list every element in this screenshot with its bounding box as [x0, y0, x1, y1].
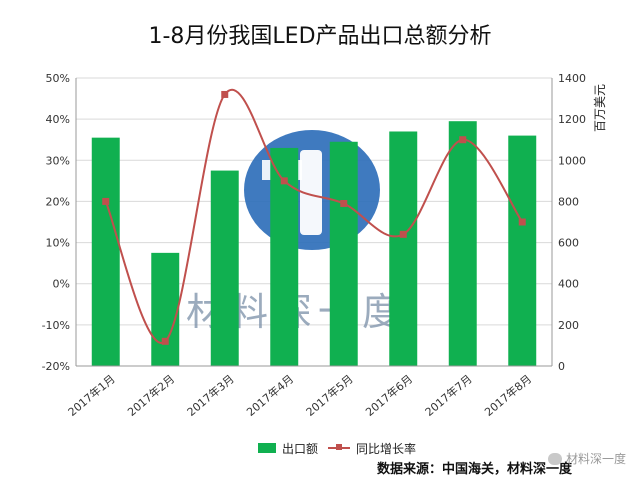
- growth-rate-point: [518, 218, 526, 226]
- legend: 出口额 同比增长率: [258, 440, 420, 456]
- y-right-tick-label: 400: [558, 278, 579, 291]
- y-right-tick-label: 200: [558, 319, 579, 332]
- y-left-tick-label: 30%: [46, 154, 70, 167]
- y-right-tick-label: 800: [558, 195, 579, 208]
- y-left-tick-label: -10%: [42, 319, 70, 332]
- x-tick-label: 2017年5月: [303, 372, 356, 419]
- growth-rate-point: [280, 177, 288, 185]
- bar: [91, 137, 120, 366]
- x-tick-label: 2017年6月: [363, 372, 416, 419]
- legend-line-label: 同比增长率: [356, 441, 417, 456]
- data-source-note: 数据来源：中国海关，材料深一度: [376, 462, 572, 477]
- corner-watermark: 材料深一度: [547, 450, 626, 467]
- x-tick-label: 2017年1月: [65, 372, 118, 419]
- bar: [210, 170, 239, 366]
- y-right-tick-label: 600: [558, 237, 579, 250]
- y-right-tick-label: 0: [558, 360, 565, 373]
- bar: [448, 121, 477, 366]
- y-right-tick-label: 1200: [558, 113, 586, 126]
- growth-rate-point: [399, 230, 407, 238]
- logo-mark: [300, 150, 322, 235]
- growth-rate-point: [102, 197, 110, 205]
- y-left-tick-label: 50%: [46, 72, 70, 85]
- x-tick-label: 2017年3月: [184, 372, 237, 419]
- bar: [151, 252, 180, 366]
- chart-title: 1-8月份我国LED产品出口总额分析: [148, 24, 492, 49]
- line-layer: [102, 89, 526, 345]
- legend-line-swatch: [328, 444, 351, 450]
- y-left-tick-label: 20%: [46, 195, 70, 208]
- y-right-axis-label: 百万美元: [593, 84, 607, 132]
- y-left-tick-label: 10%: [46, 237, 70, 250]
- legend-bar-label: 出口额: [282, 441, 319, 456]
- growth-rate-point: [221, 90, 229, 98]
- y-right-tick-label: 1000: [558, 154, 586, 167]
- legend-bar-swatch: [258, 443, 276, 453]
- x-tick-label: 2017年2月: [125, 372, 178, 419]
- bar: [329, 141, 358, 366]
- growth-rate-point: [161, 337, 169, 345]
- bar: [389, 131, 418, 366]
- legend-line-marker: [336, 444, 343, 450]
- corner-watermark-text: 材料深一度: [565, 452, 626, 466]
- growth-rate-point: [340, 199, 348, 207]
- x-tick-label: 2017年4月: [244, 372, 297, 419]
- x-tick-label: 2017年7月: [422, 372, 475, 419]
- wechat-icon: [547, 452, 562, 465]
- y-left-tick-label: -20%: [42, 360, 70, 373]
- y-left-tick-label: 40%: [46, 113, 70, 126]
- x-tick-label: 2017年8月: [482, 372, 535, 419]
- growth-rate-point: [459, 136, 467, 144]
- y-left-tick-label: 0%: [53, 278, 70, 291]
- bars-layer: [91, 121, 537, 366]
- y-right-tick-label: 1400: [558, 72, 586, 85]
- bar: [508, 135, 537, 366]
